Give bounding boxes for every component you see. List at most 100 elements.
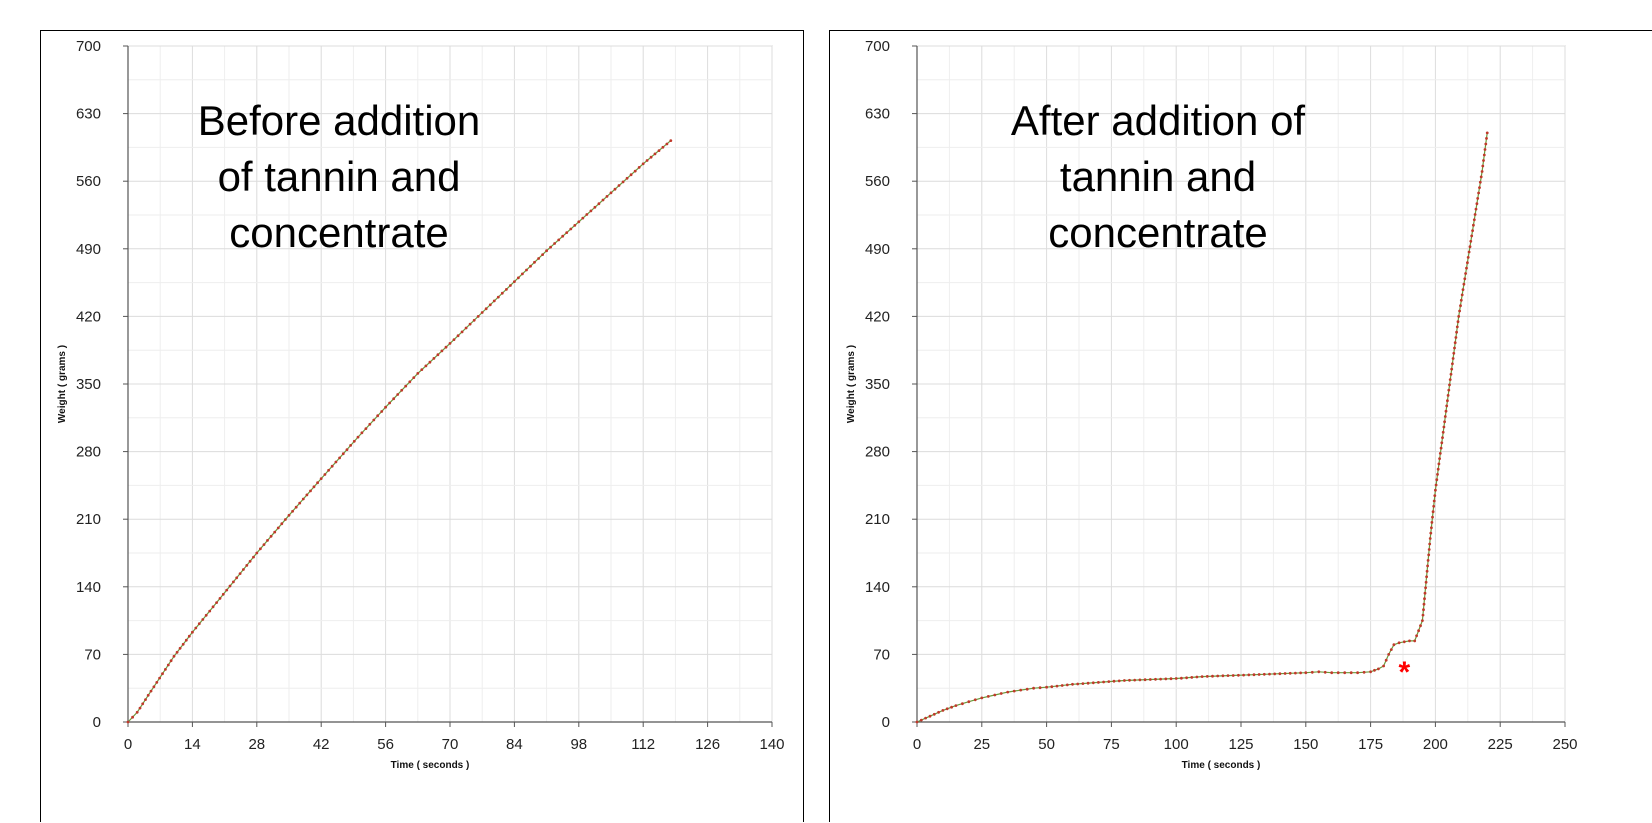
data-point — [1470, 234, 1474, 238]
data-point — [1045, 685, 1048, 689]
data-point — [1451, 362, 1454, 366]
y-tick-label: 420 — [865, 308, 890, 325]
data-point — [1283, 672, 1287, 675]
data-point — [144, 698, 147, 701]
data-point — [1389, 648, 1393, 651]
data-point — [1392, 643, 1396, 647]
data-point — [1482, 153, 1486, 157]
data-point — [1408, 639, 1411, 643]
x-axis-label: Time ( seconds ) — [391, 760, 470, 771]
data-point — [1431, 510, 1435, 514]
y-tick-label: 70 — [873, 646, 890, 663]
data-point — [1174, 677, 1178, 680]
y-tick-label: 350 — [76, 376, 101, 393]
data-point — [1128, 678, 1131, 682]
data-point — [408, 380, 412, 384]
chart-annotation-line: of tannin and — [218, 153, 461, 200]
data-point — [961, 702, 964, 706]
data-point — [141, 702, 145, 706]
x-tick-label: 200 — [1423, 736, 1448, 753]
data-point — [1148, 678, 1152, 681]
data-point — [197, 622, 201, 626]
data-point — [1425, 569, 1429, 573]
chart-after-svg: 0 25 50 75 100 125 150 175 200 225 250 0 70 140 210 280… — [846, 38, 1578, 771]
data-point — [1450, 367, 1454, 371]
data-point — [521, 272, 524, 276]
data-point — [986, 695, 990, 698]
data-point — [158, 676, 161, 680]
chart-annotation-line: After addition of — [1011, 97, 1306, 144]
data-point — [349, 444, 352, 447]
data-point — [625, 176, 629, 180]
data-point — [993, 693, 997, 697]
data-point — [924, 716, 927, 720]
data-point — [1442, 425, 1446, 429]
data-point — [259, 547, 262, 551]
data-point — [932, 712, 936, 716]
data-point — [657, 149, 661, 152]
data-point — [1336, 671, 1340, 675]
data-point — [488, 303, 492, 307]
data-point — [484, 307, 488, 311]
data-point — [541, 253, 544, 256]
data-point — [1060, 684, 1064, 687]
data-point — [191, 630, 194, 634]
data-point — [194, 626, 198, 630]
data-point — [341, 452, 345, 456]
data-point — [225, 588, 229, 592]
x-tick-label: 100 — [1164, 736, 1189, 753]
data-point — [919, 718, 923, 722]
data-point — [1237, 673, 1240, 677]
data-point — [384, 405, 387, 409]
data-point — [1477, 191, 1480, 195]
data-point — [537, 257, 540, 260]
data-point — [980, 696, 984, 700]
data-point — [330, 464, 334, 468]
data-point — [1242, 673, 1245, 677]
data-point — [1441, 436, 1444, 439]
data-point — [388, 401, 391, 405]
data-point — [181, 642, 185, 646]
data-point — [468, 322, 472, 326]
data-point — [589, 209, 593, 213]
data-point — [1424, 580, 1428, 584]
data-point — [287, 513, 291, 517]
data-point — [1474, 207, 1478, 211]
data-point — [1431, 515, 1434, 519]
y-tick-label: 630 — [76, 106, 101, 123]
y-tick-label: 210 — [865, 511, 890, 528]
data-point — [1427, 553, 1431, 557]
data-point — [448, 342, 452, 345]
data-point — [452, 338, 456, 341]
chart-annotation-line: tannin and — [1060, 153, 1256, 200]
y-tick-label: 700 — [865, 38, 890, 55]
data-point — [1288, 671, 1292, 675]
data-point — [1471, 229, 1474, 233]
data-point — [1480, 170, 1484, 173]
data-point — [1221, 674, 1225, 678]
data-point — [557, 238, 561, 242]
data-point — [669, 139, 673, 143]
data-point — [1438, 457, 1441, 460]
data-point — [1453, 341, 1457, 345]
data-point — [376, 414, 380, 418]
data-point — [1434, 483, 1438, 487]
data-point — [1438, 452, 1442, 455]
data-point — [1475, 202, 1479, 206]
y-tick-label: 70 — [84, 646, 101, 663]
data-point — [1138, 678, 1142, 682]
x-tick-label: 0 — [913, 736, 921, 753]
data-point — [1484, 142, 1488, 146]
data-point — [492, 299, 496, 303]
data-point — [1485, 137, 1488, 140]
data-point — [309, 489, 312, 493]
data-point — [1430, 526, 1433, 530]
data-point — [178, 646, 182, 650]
data-point — [1453, 346, 1456, 350]
data-point — [1349, 671, 1353, 675]
data-point — [1476, 197, 1480, 200]
x-tick-label: 150 — [1293, 736, 1318, 753]
data-point — [1437, 462, 1441, 466]
x-tick-label: 0 — [124, 736, 132, 753]
data-point — [218, 597, 222, 600]
